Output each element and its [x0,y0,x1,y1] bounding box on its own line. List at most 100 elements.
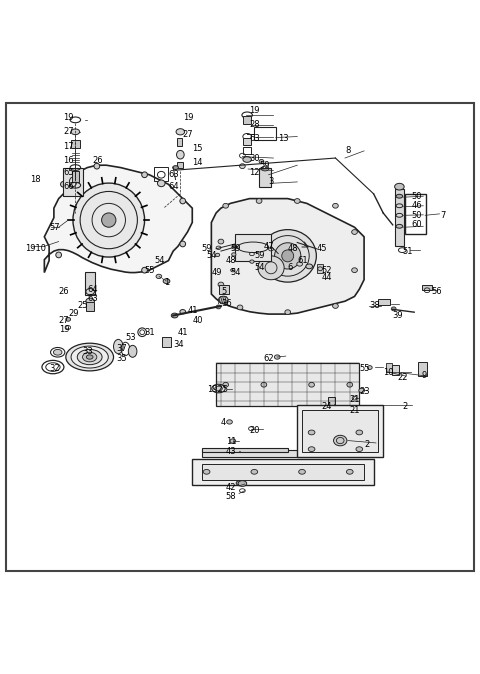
Ellipse shape [128,345,137,357]
Bar [395,189,404,246]
Text: 1910: 1910 [25,244,46,253]
Ellipse shape [250,260,254,264]
Ellipse shape [359,388,364,392]
Ellipse shape [142,172,147,178]
Text: 27: 27 [183,129,193,139]
Text: 58: 58 [226,493,236,501]
Ellipse shape [223,204,228,208]
Ellipse shape [163,279,170,284]
Ellipse shape [230,439,236,443]
Ellipse shape [308,430,315,435]
Ellipse shape [223,382,228,387]
Text: 28: 28 [250,120,260,129]
Text: 2: 2 [402,402,408,410]
Text: 17: 17 [63,142,74,150]
Text: 19: 19 [250,106,260,115]
Text: 40: 40 [192,316,203,325]
Ellipse shape [352,408,357,411]
Text: 26: 26 [59,287,69,296]
Text: 45: 45 [316,244,327,253]
Text: 50: 50 [412,211,422,220]
PathPatch shape [211,199,364,314]
Text: 66: 66 [63,182,74,191]
Text: 25: 25 [78,301,88,311]
Bar [177,162,183,168]
Text: 19: 19 [59,326,69,334]
Ellipse shape [218,282,224,287]
Ellipse shape [236,481,244,485]
Ellipse shape [237,305,243,310]
Text: 41: 41 [178,328,189,337]
Bar [405,194,426,235]
Text: 63: 63 [168,171,179,179]
Bar [386,363,392,372]
Text: 31: 31 [144,328,155,337]
Ellipse shape [94,163,100,169]
Text: 36: 36 [221,299,232,308]
Text: 29: 29 [68,309,79,317]
Text: 4: 4 [221,419,226,427]
Bar [378,299,390,305]
Text: 53: 53 [125,332,136,342]
Text: 24: 24 [321,402,332,410]
Ellipse shape [396,194,403,198]
Text: 54: 54 [206,251,217,260]
Ellipse shape [83,353,97,362]
Text: 2: 2 [364,440,369,449]
Text: 11: 11 [226,437,236,446]
Text: 54: 54 [154,256,165,265]
Text: 64: 64 [87,285,98,294]
Ellipse shape [218,239,224,244]
Ellipse shape [347,469,353,474]
Text: 41: 41 [188,306,198,315]
Ellipse shape [215,386,222,391]
Text: 21: 21 [350,406,360,415]
Ellipse shape [102,213,116,227]
Ellipse shape [216,253,220,257]
Text: 1925: 1925 [206,385,228,394]
Text: 8: 8 [345,146,350,156]
Bar [86,302,94,311]
Ellipse shape [71,346,108,368]
Text: 59: 59 [202,244,212,253]
Text: 65: 65 [63,168,74,177]
Ellipse shape [367,365,372,369]
Text: 55: 55 [144,266,155,275]
Text: 54: 54 [254,264,265,272]
Ellipse shape [56,252,61,257]
Text: 48: 48 [288,244,299,253]
Bar [216,363,360,406]
Ellipse shape [356,447,363,452]
Text: 10: 10 [383,368,394,377]
Ellipse shape [180,241,186,247]
Bar [63,168,83,196]
Text: 13: 13 [278,134,289,144]
Text: 6: 6 [288,264,293,272]
Ellipse shape [334,435,347,446]
Bar [235,235,271,261]
Bar [243,115,252,124]
PathPatch shape [44,165,192,272]
Ellipse shape [275,243,301,269]
Bar [154,167,168,181]
Text: 30: 30 [250,154,260,162]
Ellipse shape [282,250,294,262]
Bar [302,410,378,452]
Text: 27: 27 [63,127,74,136]
Ellipse shape [177,150,184,159]
Text: 59: 59 [254,251,265,260]
Ellipse shape [333,204,338,208]
Ellipse shape [261,382,267,387]
Ellipse shape [299,469,305,474]
Ellipse shape [352,230,358,235]
Bar [72,171,79,182]
Bar [418,362,427,376]
Text: 26: 26 [92,156,103,165]
Ellipse shape [306,264,312,269]
Ellipse shape [294,199,300,204]
Bar [328,397,336,405]
Text: 3: 3 [269,177,274,187]
Text: 63: 63 [87,295,98,303]
Ellipse shape [86,355,93,359]
Bar [202,464,364,480]
